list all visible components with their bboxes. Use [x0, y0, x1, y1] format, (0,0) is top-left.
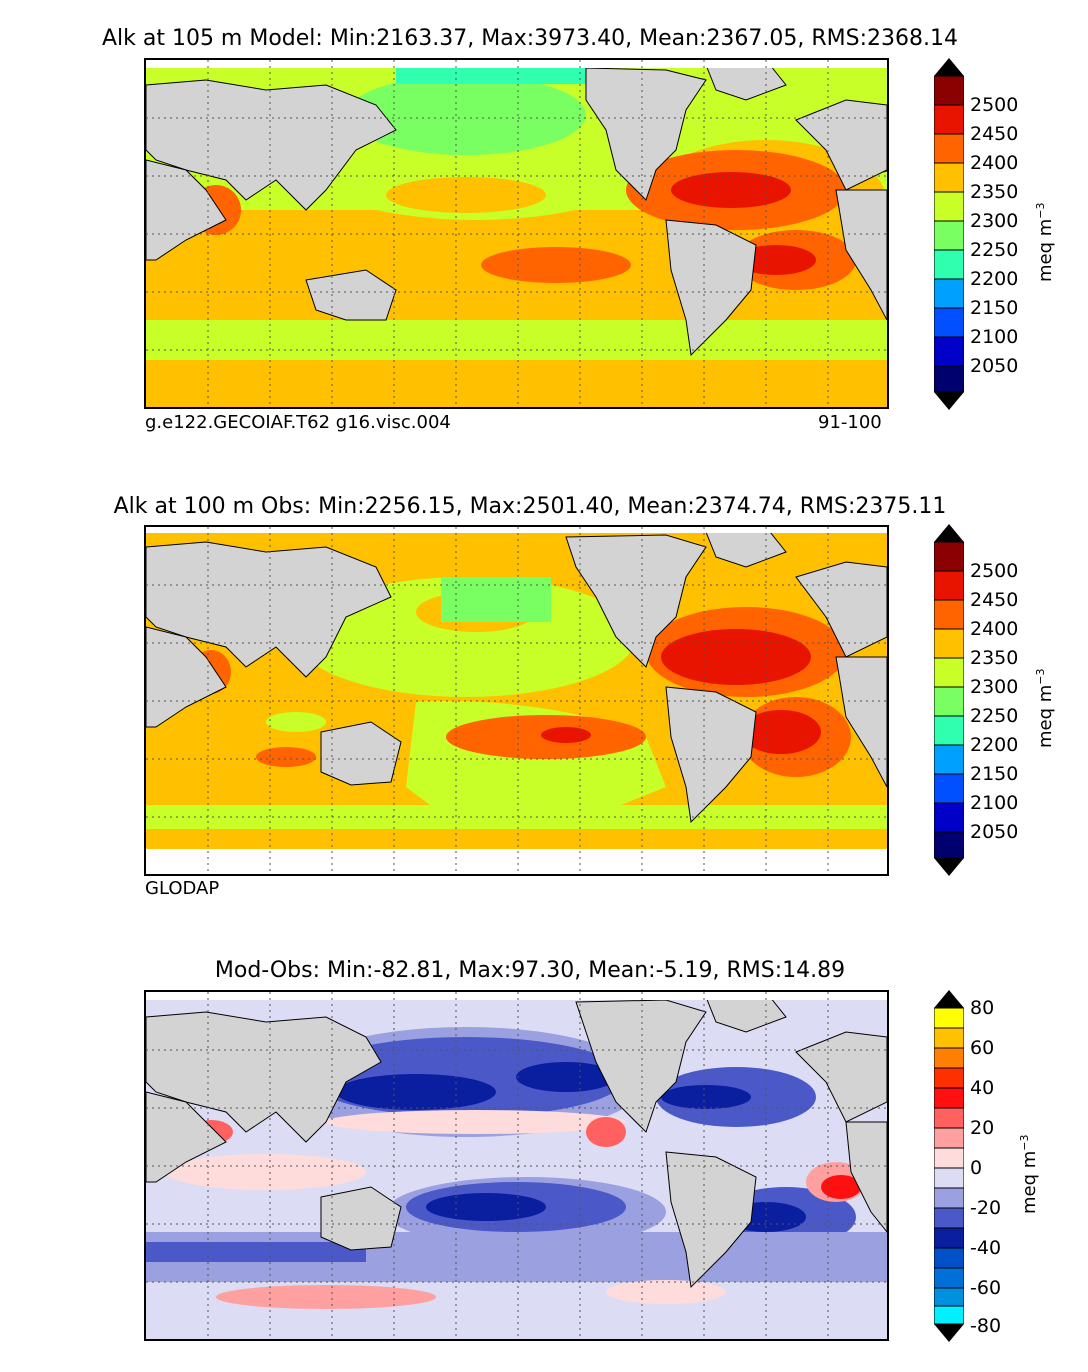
obs-source-caption: GLODAP	[145, 878, 220, 899]
diff-colorbar-graphic	[934, 990, 964, 1342]
colorbar-tick-label: -80	[970, 1315, 1002, 1337]
colorbar-tick-label: 2400	[970, 618, 1019, 640]
panel-title: Mod-Obs: Min:-82.81, Max:97.30, Mean:-5.…	[214, 958, 846, 983]
colorbar-tick-label: 2100	[970, 792, 1019, 814]
colorbar-tick-label: 2250	[970, 705, 1019, 727]
colorbar-tick-label: 2400	[970, 152, 1019, 174]
colorbar-tick-label: -40	[970, 1237, 1002, 1259]
colorbar-tick-label: 2050	[970, 355, 1019, 377]
panel-title: Alk at 105 m Model: Min:2163.37, Max:397…	[101, 26, 959, 51]
colorbar-tick-label: 2300	[970, 210, 1019, 232]
obs-colorbar	[934, 524, 964, 876]
model-colorbar-graphic	[934, 58, 964, 410]
diff-colorbar	[934, 990, 964, 1342]
colorbar-tick-label: 80	[970, 997, 995, 1019]
colorbar-tick-label: 2350	[970, 647, 1019, 669]
colorbar-tick-label: 2200	[970, 734, 1019, 756]
obs-map	[144, 525, 889, 876]
obs-colorbar-graphic	[934, 524, 964, 876]
colorbar-tick-label: 2100	[970, 326, 1019, 348]
colorbar-tick-label: 0	[970, 1157, 983, 1179]
diff-map-field	[146, 992, 887, 1339]
panel-title: Alk at 100 m Obs: Min:2256.15, Max:2501.…	[113, 494, 947, 519]
model-case-caption: g.e122.GECOIAF.T62 g16.visc.004	[145, 412, 451, 433]
colorbar-units-label: meq m−3	[1034, 202, 1056, 282]
colorbar-tick-label: 60	[970, 1037, 995, 1059]
colorbar-tick-label: 40	[970, 1077, 995, 1099]
colorbar-tick-label: -20	[970, 1197, 1002, 1219]
obs-panel: Alk at 100 m Obs: Min:2256.15, Max:2501.…	[0, 466, 1088, 906]
colorbar-tick-label: 2350	[970, 181, 1019, 203]
colorbar-tick-label: 2250	[970, 239, 1019, 261]
colorbar-tick-label: -60	[970, 1277, 1002, 1299]
obs-map-field	[146, 527, 887, 874]
colorbar-tick-label: 2450	[970, 589, 1019, 611]
diff-map	[144, 990, 889, 1341]
colorbar-tick-label: 2500	[970, 560, 1019, 582]
colorbar-tick-label: 2150	[970, 763, 1019, 785]
colorbar-tick-label: 2050	[970, 821, 1019, 843]
model-years-caption: 91-100	[818, 412, 882, 433]
colorbar-tick-label: 20	[970, 1117, 995, 1139]
colorbar-tick-label: 2450	[970, 123, 1019, 145]
colorbar-tick-label: 2500	[970, 94, 1019, 116]
colorbar-tick-label: 2150	[970, 297, 1019, 319]
colorbar-units-label: meq m−3	[1018, 1134, 1040, 1214]
model-map-field	[146, 60, 887, 407]
colorbar-units-label: meq m−3	[1034, 668, 1056, 748]
colorbar-tick-label: 2200	[970, 268, 1019, 290]
model-map	[144, 58, 889, 409]
colorbar-tick-label: 2300	[970, 676, 1019, 698]
diff-panel: Mod-Obs: Min:-82.81, Max:97.30, Mean:-5.…	[0, 932, 1088, 1372]
model-panel: Alk at 105 m Model: Min:2163.37, Max:397…	[0, 0, 1088, 440]
model-colorbar	[934, 58, 964, 410]
